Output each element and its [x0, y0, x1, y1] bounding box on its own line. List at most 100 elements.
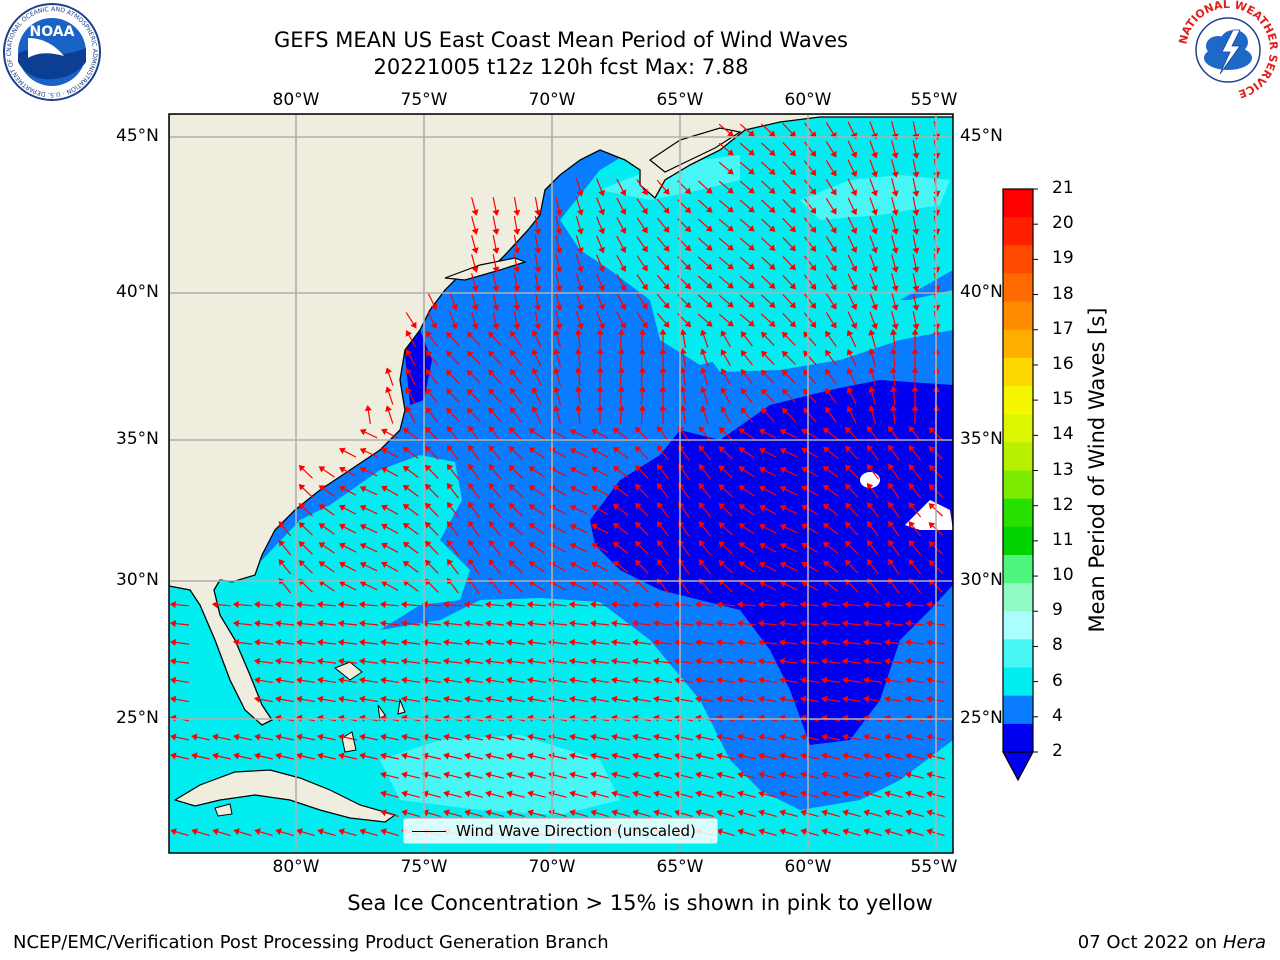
wind-wave-arrow	[527, 790, 546, 798]
land-bahamas	[334, 661, 406, 753]
land-caribbean	[214, 803, 233, 817]
wind-wave-arrow	[694, 601, 715, 609]
wind-wave-arrow	[590, 733, 609, 741]
wind-wave-arrow	[528, 504, 545, 516]
wind-wave-arrow	[590, 790, 609, 798]
wind-wave-arrow	[485, 771, 504, 779]
wind-wave-arrow	[295, 657, 315, 665]
wind-wave-arrow	[821, 771, 840, 779]
wind-wave-arrow	[380, 809, 399, 818]
wind-wave-arrow	[656, 274, 670, 290]
wind-wave-arrow	[402, 446, 419, 459]
wind-wave-arrow	[338, 523, 357, 534]
wind-wave-arrow	[506, 752, 525, 760]
colorbar-segment	[1003, 554, 1033, 584]
wind-wave-arrow	[779, 447, 798, 458]
wind-wave-arrow	[847, 216, 858, 235]
wind-wave-arrow	[891, 292, 899, 311]
wind-wave-arrow	[698, 502, 712, 518]
wind-wave-arrow	[908, 483, 922, 499]
wind-wave-arrow	[298, 560, 313, 574]
wind-wave-arrow	[295, 619, 316, 628]
wind-wave-arrow	[574, 404, 583, 425]
wind-wave-arrow	[488, 369, 502, 385]
footer-date-text: 07 Oct 2022 on	[1077, 932, 1218, 953]
wind-wave-arrow	[679, 404, 687, 424]
wind-wave-arrow	[254, 828, 273, 837]
wind-wave-arrow	[779, 809, 798, 818]
wind-wave-arrow	[443, 752, 462, 760]
wind-wave-arrow	[380, 695, 399, 703]
wind-wave-arrow	[275, 752, 294, 760]
wind-wave-arrow	[569, 580, 588, 591]
wind-wave-arrow	[700, 367, 709, 386]
legend-label: Wind Wave Direction (unscaled)	[456, 822, 696, 840]
wind-wave-arrow	[425, 349, 438, 366]
wind-wave-arrow	[908, 445, 922, 461]
wind-wave-arrow	[700, 329, 709, 348]
wind-wave-arrow	[359, 447, 378, 458]
wind-wave-arrow	[760, 161, 776, 175]
wind-wave-arrow	[844, 502, 859, 517]
land-cuba	[173, 769, 397, 823]
wind-wave-arrow	[841, 676, 861, 684]
wind-wave-arrow	[825, 274, 837, 291]
wind-wave-arrow	[191, 733, 210, 741]
wind-wave-arrow	[679, 347, 687, 367]
wind-wave-arrow	[782, 275, 796, 290]
colorbar-tick-label: 10	[1052, 565, 1074, 586]
wind-wave-arrow	[738, 447, 755, 459]
wind-wave-arrow	[760, 237, 776, 251]
wind-wave-arrow	[463, 657, 483, 665]
wind-wave-arrow	[761, 350, 775, 365]
wind-wave-arrow	[846, 386, 857, 405]
wind-wave-arrow	[400, 657, 420, 665]
wind-wave-arrow	[862, 619, 883, 628]
wind-wave-arrow	[632, 752, 651, 760]
wind-wave-arrow	[506, 695, 525, 703]
wind-wave-arrow	[718, 237, 734, 251]
wind-wave-arrow	[427, 311, 438, 330]
wind-wave-arrow	[211, 601, 232, 609]
wind-wave-arrow	[400, 619, 421, 628]
wind-wave-arrow	[659, 366, 667, 387]
wind-wave-arrow	[513, 254, 521, 273]
nws-logo: NATIONAL WEATHER SERVICE	[1178, 0, 1278, 100]
wind-wave-arrow	[653, 809, 672, 818]
wind-wave-arrow	[421, 619, 442, 628]
wind-wave-arrow	[844, 559, 859, 574]
wind-wave-arrow	[379, 676, 399, 684]
wind-wave-arrow	[863, 790, 882, 798]
wind-wave-arrow	[737, 828, 756, 837]
wind-wave-arrow	[631, 619, 652, 628]
wind-wave-arrow	[534, 197, 542, 216]
wind-wave-arrow	[716, 733, 735, 741]
wind-wave-arrow	[617, 347, 625, 368]
wind-wave-arrow	[358, 657, 378, 665]
wind-wave-arrow	[656, 236, 670, 252]
wind-wave-arrow	[337, 601, 358, 609]
wind-wave-arrow	[364, 404, 372, 424]
wind-wave-arrow	[825, 312, 837, 329]
wind-wave-arrow	[779, 771, 798, 779]
wind-wave-arrow	[822, 522, 839, 535]
wind-wave-arrow	[405, 368, 416, 386]
wind-wave-arrow	[716, 809, 735, 818]
wind-wave-arrow	[698, 426, 712, 442]
wind-wave-arrow	[508, 484, 523, 498]
wind-wave-arrow	[632, 809, 651, 818]
wind-wave-arrow	[492, 254, 500, 273]
wind-wave-arrow	[739, 237, 755, 251]
wind-wave-arrow	[359, 466, 378, 477]
wind-wave-arrow	[905, 790, 924, 798]
wind-wave-arrow	[446, 350, 460, 365]
wind-wave-arrow	[555, 292, 563, 311]
wind-wave-arrow	[659, 404, 667, 425]
wind-wave-arrow	[318, 523, 335, 535]
wind-wave-arrow	[822, 446, 839, 459]
wind-wave-arrow	[591, 523, 609, 534]
wind-wave-arrow	[591, 485, 609, 496]
wind-wave-arrow	[928, 446, 944, 460]
wind-wave-arrow	[443, 771, 462, 779]
